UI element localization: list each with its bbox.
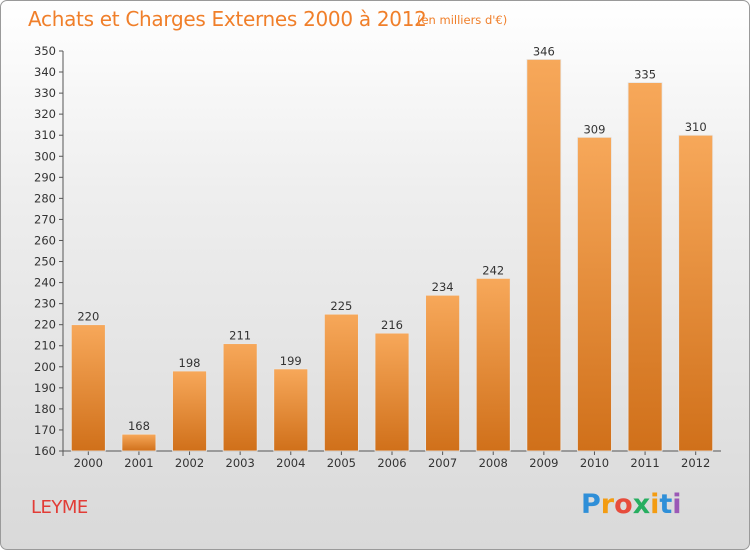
y-tick-label: 340	[34, 65, 56, 79]
bar-2011	[627, 82, 663, 452]
y-tick-label: 230	[34, 297, 56, 311]
y-tick-label: 280	[34, 191, 56, 205]
y-tick-label: 200	[34, 360, 56, 374]
logo-letter: P	[581, 489, 601, 520]
x-tick-label: 2008	[479, 456, 508, 470]
chart-unit: (en milliers d'€)	[417, 13, 508, 27]
logo-letter: i	[672, 489, 682, 520]
y-tick-label: 330	[34, 86, 56, 100]
labels: 2000 220 2001 168 2002 198 2003 211 2004 199 2005 2…	[74, 44, 711, 470]
bar-2002	[172, 370, 207, 452]
bar-2012	[678, 134, 714, 452]
x-tick-label: 2009	[529, 456, 558, 470]
x-tick-label: 2005	[327, 456, 356, 470]
axes: 160 170 180 190 200 210 220 230 240 250 260 270 280 2…	[34, 44, 721, 458]
place-name: LEYME	[31, 497, 88, 518]
bar-2000	[70, 324, 106, 452]
logo-letter: r	[600, 489, 615, 520]
x-tick-label: 2002	[175, 456, 204, 470]
logo-letter: i	[650, 489, 660, 520]
y-tick-label: 190	[34, 381, 56, 395]
y-tick-label: 240	[34, 276, 56, 290]
data-label: 168	[128, 419, 150, 433]
y-tick-label: 220	[34, 318, 56, 332]
bar-2007	[425, 294, 461, 452]
y-tick-label: 270	[34, 212, 56, 226]
bar-2005	[323, 313, 359, 452]
x-tick-label: 2006	[377, 456, 406, 470]
y-tick-label: 180	[34, 402, 56, 416]
data-label: 199	[280, 354, 302, 368]
data-label: 309	[583, 122, 605, 136]
bar-2004	[273, 368, 309, 452]
data-label: 198	[179, 356, 201, 370]
bar-2001	[121, 433, 157, 452]
y-tick-label: 260	[34, 233, 56, 247]
bar-2003	[222, 343, 258, 452]
x-tick-label: 2012	[681, 456, 710, 470]
y-tick-label: 350	[34, 44, 56, 58]
y-tick-label: 170	[34, 423, 56, 437]
x-tick-label: 2001	[124, 456, 153, 470]
y-tick-label: 300	[34, 149, 56, 163]
bar-2008	[475, 277, 511, 452]
logo-letter: x	[632, 489, 651, 520]
logo-letter: t	[659, 489, 673, 520]
y-tick-label: 160	[34, 444, 56, 458]
data-label: 225	[330, 299, 352, 313]
data-label: 211	[229, 329, 251, 343]
data-label: 310	[685, 120, 707, 134]
x-tick-label: 2011	[630, 456, 659, 470]
y-tick-label: 210	[34, 339, 56, 353]
y-tick-label: 320	[34, 107, 56, 121]
data-label: 242	[482, 263, 504, 277]
chart-title: Achats et Charges Externes 2000 à 2012	[28, 7, 427, 31]
proxiti-logo: Proxiti	[581, 489, 682, 520]
data-label: 234	[432, 280, 454, 294]
data-label: 220	[77, 310, 99, 324]
x-tick-label: 2003	[226, 456, 255, 470]
y-tick-label: 310	[34, 128, 56, 142]
logo-letter: o	[614, 489, 633, 520]
bar-2009	[526, 59, 562, 452]
x-tick-label: 2004	[276, 456, 305, 470]
x-tick-label: 2007	[428, 456, 457, 470]
data-label: 216	[381, 318, 403, 332]
x-tick-label: 2000	[74, 456, 103, 470]
x-tick-label: 2010	[580, 456, 609, 470]
data-label: 346	[533, 44, 555, 58]
y-tick-label: 290	[34, 170, 56, 184]
bar-2010	[577, 136, 612, 452]
data-label: 335	[634, 68, 656, 82]
bar-2006	[374, 332, 410, 452]
bars	[70, 59, 714, 452]
y-tick-label: 250	[34, 255, 56, 269]
